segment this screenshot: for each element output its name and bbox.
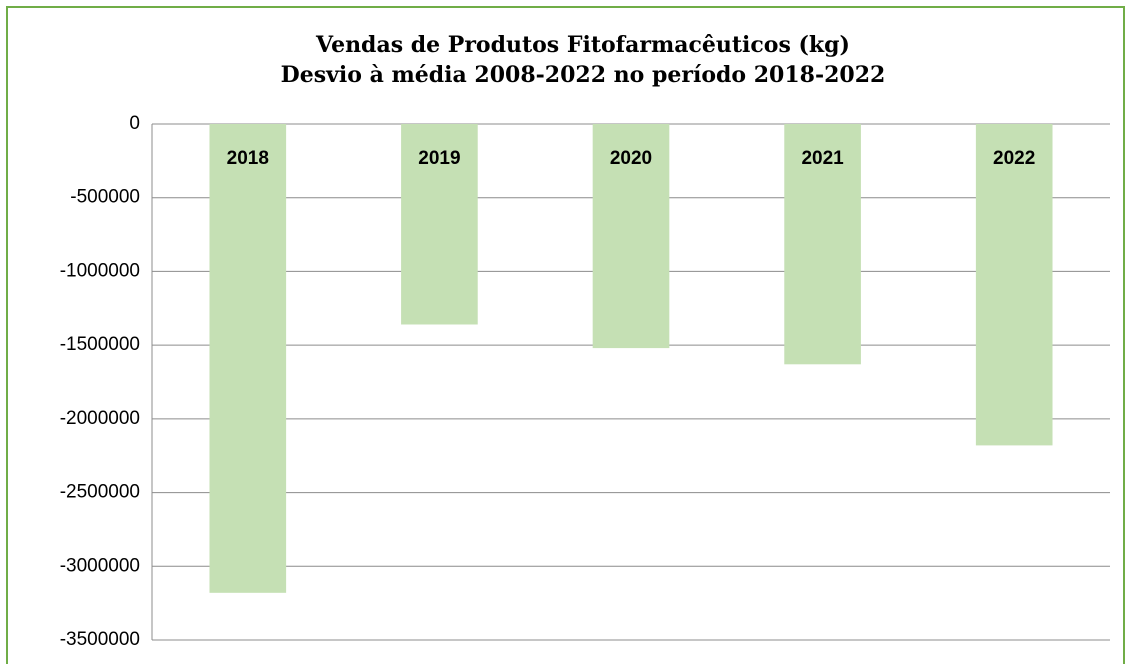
y-tick-label: -3500000: [60, 629, 140, 650]
y-tick-label: 0: [129, 113, 140, 134]
chart-frame: [6, 6, 1125, 664]
category-label: 2020: [610, 148, 652, 169]
chart-subtitle: Desvio à média 2008-2022 no período 2018…: [281, 62, 886, 88]
y-tick-label: -500000: [70, 187, 140, 208]
bar: [592, 124, 670, 349]
category-label: 2018: [227, 148, 269, 169]
y-tick-label: -3000000: [60, 555, 140, 576]
y-tick-label: -1000000: [60, 260, 140, 281]
bar: [784, 124, 861, 365]
bar: [975, 124, 1053, 446]
category-label: 2019: [418, 148, 460, 169]
y-tick-label: -1500000: [60, 334, 140, 355]
category-label: 2022: [993, 148, 1035, 169]
bar: [209, 124, 287, 593]
bar: [401, 124, 478, 325]
category-label: 2021: [801, 148, 844, 169]
chart-title: Vendas de Produtos Fitofarmacêuticos (kg…: [315, 32, 850, 58]
y-tick-label: -2500000: [60, 482, 140, 503]
y-tick-label: -2000000: [60, 408, 140, 429]
